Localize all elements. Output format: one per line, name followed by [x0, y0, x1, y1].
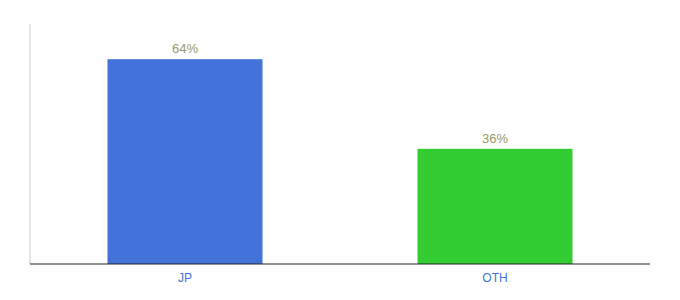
bar [108, 59, 263, 264]
chart-container: JP OTH 64% 36% [0, 0, 680, 300]
x-tick-label: JP [178, 271, 192, 285]
data-label: 64% [172, 41, 198, 56]
bar [418, 149, 573, 264]
bars [108, 59, 573, 264]
chart-svg: JP OTH 64% 36% [0, 0, 680, 300]
x-axis-line [30, 263, 650, 264]
data-label: 36% [482, 131, 508, 146]
x-tick-label: OTH [482, 271, 507, 285]
y-axis-line [30, 24, 31, 264]
